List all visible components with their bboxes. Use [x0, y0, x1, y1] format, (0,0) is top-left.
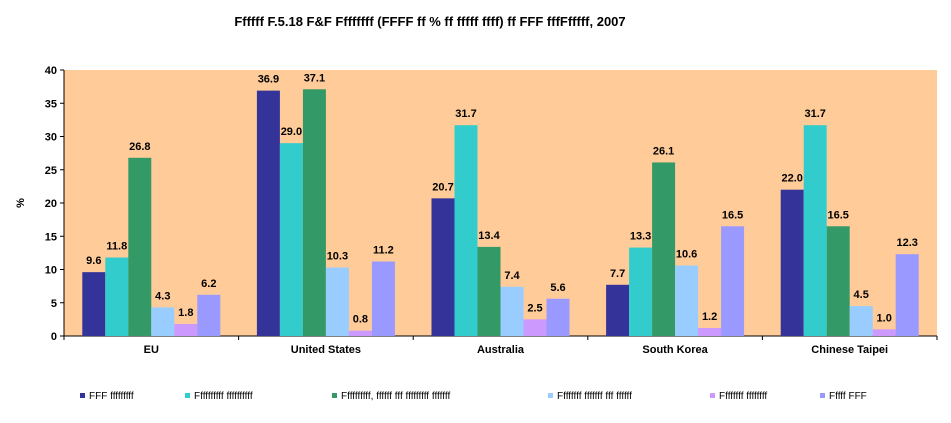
legend-entry: Ffffffffff ffffffffff — [194, 391, 253, 402]
bar — [698, 328, 722, 336]
legend-swatch — [332, 393, 337, 398]
x-tick-label: South Korea — [642, 344, 708, 356]
legend-swatch — [548, 393, 553, 398]
bar — [82, 272, 106, 336]
data-label: 6.2 — [201, 278, 216, 290]
y-tick-label: 30 — [45, 132, 57, 144]
data-label: 5.6 — [550, 282, 565, 294]
chart-title: Ffffff F.5.18 F&F Ffffffff (FFFF ff % ff… — [234, 14, 625, 29]
y-tick-label: 25 — [45, 165, 57, 177]
data-label: 9.6 — [86, 255, 101, 267]
legend: FFF fffffffff Ffffffffff ffffffffff Ffffff… — [80, 391, 867, 402]
y-tick-label: 0 — [51, 331, 57, 343]
bar — [256, 90, 280, 337]
data-label: 31.7 — [804, 108, 825, 120]
data-label: 4.5 — [854, 289, 869, 301]
x-tick-label: EU — [144, 344, 159, 356]
data-label: 22.0 — [781, 173, 802, 185]
legend-swatch — [820, 393, 825, 398]
bar — [128, 157, 152, 336]
x-tick-label: United States — [291, 344, 361, 356]
data-label: 11.8 — [106, 241, 127, 253]
data-label: 7.7 — [610, 268, 625, 280]
bar — [325, 267, 349, 336]
y-axis-label: % — [15, 198, 27, 208]
bar — [872, 329, 896, 336]
data-label: 13.3 — [630, 231, 651, 243]
data-label: 4.3 — [155, 290, 170, 302]
data-label: 20.7 — [432, 181, 453, 193]
data-label: 29.0 — [281, 126, 302, 138]
bar — [477, 246, 501, 336]
data-label: 1.0 — [877, 312, 892, 324]
legend-swatch — [710, 393, 715, 398]
bar — [151, 307, 175, 336]
bar — [431, 198, 455, 336]
data-label: 10.3 — [327, 251, 348, 263]
y-tick-label: 15 — [45, 231, 57, 243]
data-label: 31.7 — [455, 108, 476, 120]
data-label: 7.4 — [504, 270, 520, 282]
legend-swatch — [80, 393, 85, 398]
x-tick-label: Chinese Taipei — [811, 344, 888, 356]
legend-entry: Ffffffff ffffffff — [719, 391, 767, 402]
y-tick-label: 40 — [45, 65, 57, 77]
legend-entry: Ffffffff fffffff fff ffffff — [557, 391, 632, 402]
bar — [849, 306, 873, 336]
y-tick-label: 20 — [45, 198, 57, 210]
bar — [197, 294, 221, 336]
legend-entry: Ffffffffff, ffffff fff fffffffff fffffff — [341, 391, 450, 402]
bar — [721, 226, 745, 336]
bar — [371, 261, 395, 336]
bar — [523, 319, 547, 336]
bar — [500, 286, 524, 336]
data-label: 12.3 — [896, 237, 917, 249]
bar — [629, 247, 653, 336]
bar — [606, 284, 630, 336]
data-label: 16.5 — [722, 209, 743, 221]
bar — [454, 125, 478, 336]
bar — [803, 125, 827, 336]
legend-entry: Fffff FFF — [829, 391, 867, 402]
bar — [895, 254, 919, 336]
y-tick-label: 10 — [45, 265, 57, 277]
bar — [105, 257, 129, 336]
data-label: 11.2 — [373, 245, 394, 257]
bar — [279, 143, 303, 336]
data-label: 10.6 — [676, 249, 697, 261]
data-label: 36.9 — [258, 74, 279, 86]
legend-entry: FFF fffffffff — [89, 391, 134, 402]
data-label: 13.4 — [478, 230, 500, 242]
bar — [675, 265, 699, 336]
bar — [302, 89, 326, 336]
bar — [348, 330, 372, 336]
bar — [546, 298, 570, 336]
data-label: 2.5 — [527, 302, 542, 314]
x-tick-label: Australia — [477, 344, 525, 356]
y-tick-label: 5 — [51, 298, 57, 310]
bar — [826, 226, 850, 336]
data-label: 26.1 — [653, 145, 674, 157]
data-label: 1.2 — [702, 311, 717, 323]
y-tick-label: 35 — [45, 98, 57, 110]
bar — [780, 189, 804, 336]
plot-area: 0 5 10 15 20 25 30 35 40 EU United States Australia… — [45, 65, 938, 356]
bar — [174, 324, 198, 336]
data-label: 1.8 — [178, 307, 193, 319]
data-label: 26.8 — [129, 141, 150, 153]
bar — [652, 162, 676, 336]
data-label: 37.1 — [304, 72, 325, 84]
data-label: 16.5 — [827, 209, 848, 221]
data-label: 0.8 — [353, 314, 368, 326]
legend-swatch — [185, 393, 190, 398]
